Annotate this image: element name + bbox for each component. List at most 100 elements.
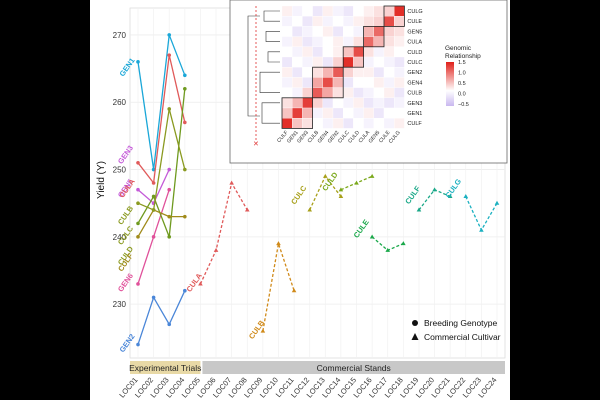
heatmap-cell xyxy=(292,26,303,37)
heatmap-cell xyxy=(383,107,395,119)
heatmap-cell xyxy=(373,87,385,98)
data-point xyxy=(136,60,140,64)
heatmap-cell xyxy=(343,46,354,58)
band-label: Commercial Stands xyxy=(317,363,391,373)
data-point xyxy=(151,194,156,199)
heatmap-cell xyxy=(353,56,364,68)
data-point xyxy=(338,194,344,199)
dendrogram-branch xyxy=(259,71,280,93)
heatmap-cell xyxy=(302,16,313,27)
heatmap-cell xyxy=(302,87,313,98)
heatmap-cell xyxy=(332,46,344,58)
data-point xyxy=(167,322,172,327)
heatmap-row-label: CULA xyxy=(407,40,422,46)
heatmap-cell xyxy=(363,5,374,17)
heatmap-row-label: GEN4 xyxy=(407,80,422,86)
data-point xyxy=(167,167,172,172)
data-point xyxy=(369,234,375,239)
heatmap-cell xyxy=(312,16,323,27)
heatmap-cell xyxy=(292,87,303,98)
heatmap-cell xyxy=(281,107,293,119)
heatmap-cell xyxy=(343,67,354,78)
heatmap-cell xyxy=(312,46,323,58)
heatmap-cell xyxy=(394,26,405,37)
heatmap-row-label: GEN3 xyxy=(407,101,422,107)
data-point xyxy=(136,161,140,165)
heatmap-cell xyxy=(373,16,385,27)
heatmap-cell xyxy=(281,46,293,58)
y-tick-label: 270 xyxy=(113,31,127,40)
heatmap-cell xyxy=(373,5,385,17)
data-point xyxy=(136,282,140,286)
band-label: Experimental Trials xyxy=(129,363,201,373)
series-line-culb xyxy=(137,88,186,238)
heatmap-cell xyxy=(292,118,303,129)
heatmap-cell xyxy=(302,97,313,109)
heatmap-row-label: CULG xyxy=(407,9,422,15)
heatmap-cell xyxy=(394,97,405,109)
heatmap-cell xyxy=(394,46,405,58)
heatmap-cell xyxy=(363,36,374,47)
heatmap-cell xyxy=(383,97,395,109)
x-axis: LOC01LOC02LOC03LOC04LOC05LOC06LOC07LOC08… xyxy=(117,376,498,400)
heatmap-cell xyxy=(343,5,354,17)
data-point xyxy=(244,207,250,212)
heatmap-cell xyxy=(302,36,313,47)
data-point xyxy=(183,167,187,172)
heatmap-cell xyxy=(363,107,374,119)
heatmap-cell xyxy=(312,56,323,68)
data-point xyxy=(151,208,156,212)
heatmap-cell xyxy=(281,67,293,78)
heatmap-cell xyxy=(383,87,395,98)
heatmap-cell xyxy=(312,107,323,119)
heatmap-cell xyxy=(394,36,405,47)
heatmap-cell xyxy=(312,87,323,98)
dendrogram-branch xyxy=(265,31,280,42)
heatmap-cell xyxy=(292,77,303,88)
data-point xyxy=(136,342,140,347)
series-line-culb xyxy=(262,243,295,332)
heatmap-cell xyxy=(312,77,323,88)
data-point xyxy=(183,86,187,91)
data-point xyxy=(151,235,156,239)
colorbar-tick-label: 1.0 xyxy=(458,71,466,77)
heatmap-cell xyxy=(383,26,395,37)
colorbar-title-line: Relationship xyxy=(445,53,481,60)
cluster-block xyxy=(281,97,314,129)
cluster-block xyxy=(383,5,405,27)
heatmap-cell xyxy=(292,46,303,58)
data-point xyxy=(136,187,140,192)
dendrogram-branch xyxy=(261,102,280,124)
heatmap-cell xyxy=(394,107,405,119)
heatmap-row-label: CULB xyxy=(407,91,422,97)
heatmap-cell xyxy=(292,5,303,17)
data-point xyxy=(167,235,172,239)
heatmap-row-label: GEN5 xyxy=(407,29,422,35)
cluster-block xyxy=(342,46,364,68)
heatmap-cell xyxy=(383,5,395,17)
heatmap-cell xyxy=(322,16,334,27)
heatmap-cell xyxy=(383,77,395,88)
data-point xyxy=(183,73,187,78)
colorbar-tick-label: −0.5 xyxy=(458,102,469,108)
heatmap-cell xyxy=(383,67,395,78)
heatmap-cell xyxy=(353,67,364,78)
heatmap-cell xyxy=(281,97,293,109)
heatmap-row-label: CULC xyxy=(407,60,422,66)
data-point xyxy=(167,53,172,57)
heatmap-cell xyxy=(353,118,364,129)
heatmap-cell xyxy=(281,5,293,17)
heatmap-cell xyxy=(281,118,293,129)
heatmap-cell xyxy=(363,26,374,37)
heatmap-cell xyxy=(332,36,344,47)
heatmap-cell xyxy=(292,56,303,68)
data-point xyxy=(338,187,344,192)
data-point xyxy=(479,227,484,232)
data-point xyxy=(369,173,375,178)
heatmap-cell xyxy=(353,5,364,17)
series-layer xyxy=(136,33,500,347)
data-point xyxy=(136,221,140,226)
heatmap-cell xyxy=(394,16,405,27)
heatmap-cell xyxy=(363,87,374,98)
data-point xyxy=(167,187,172,192)
